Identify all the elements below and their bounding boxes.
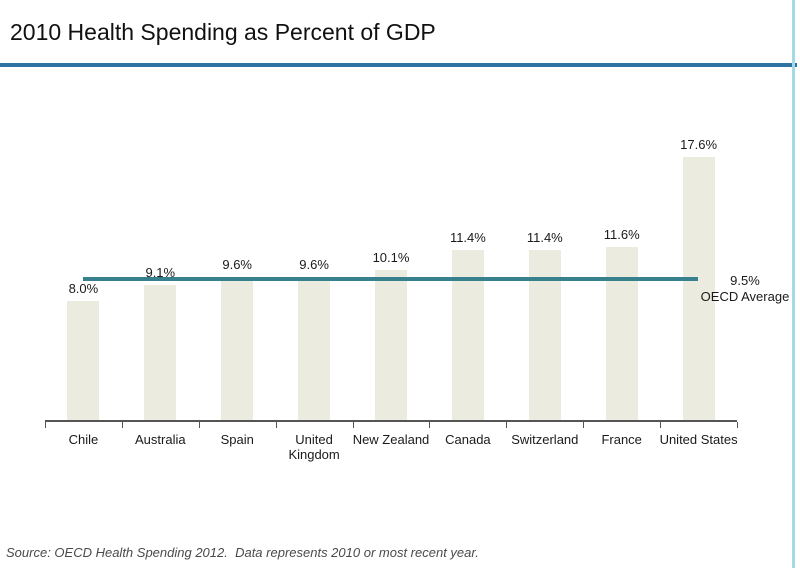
bar-spain xyxy=(221,277,254,421)
category-label: France xyxy=(601,432,642,447)
axis-tick xyxy=(121,422,123,428)
axis-tick xyxy=(506,422,508,428)
bar-united-states xyxy=(682,157,715,421)
bar-value-label: 8.0% xyxy=(68,281,99,296)
bar-value-label: 9.1% xyxy=(145,264,176,280)
bar-france xyxy=(605,247,638,421)
bar-value-label: 9.6% xyxy=(222,257,252,272)
title-underline-rule xyxy=(0,63,797,67)
bar-value-label: 9.6% xyxy=(299,257,329,272)
x-axis-line xyxy=(45,420,737,422)
chart-title: 2010 Health Spending as Percent of GDP xyxy=(10,19,436,45)
right-edge-border xyxy=(792,0,795,568)
category-label: United Kingdom xyxy=(288,432,340,462)
axis-tick xyxy=(198,422,200,428)
axis-tick xyxy=(275,422,277,428)
axis-tick xyxy=(660,422,662,428)
oecd-average-caption: OECD Average xyxy=(700,288,790,304)
oecd-average-label-block: 9.5% OECD Average xyxy=(699,273,791,304)
bar-value-label: 10.1% xyxy=(372,249,410,265)
oecd-average-value: 9.5% xyxy=(730,273,760,288)
category-label: United States xyxy=(659,432,738,447)
bar-australia xyxy=(144,284,177,421)
bar-value-label: 11.6% xyxy=(603,227,640,242)
bar-value-label: 11.4% xyxy=(449,230,486,245)
bar-value-label: 11.4% xyxy=(526,230,563,245)
axis-tick xyxy=(583,422,585,428)
axis-tick xyxy=(429,422,431,428)
category-label: New Zealand xyxy=(352,432,430,447)
axis-tick xyxy=(352,422,354,428)
bar-new-zealand xyxy=(375,269,407,421)
category-label: Switzerland xyxy=(511,432,579,447)
source-note: Source: OECD Health Spending 2012. Data … xyxy=(6,545,479,560)
category-label: Australia xyxy=(135,432,186,447)
axis-tick xyxy=(45,422,46,428)
axis-tick xyxy=(737,422,738,428)
category-label: Canada xyxy=(445,432,491,447)
bar-value-label: 17.6% xyxy=(680,137,718,152)
category-label: Spain xyxy=(220,432,254,447)
bar-united-kingdom xyxy=(298,277,331,421)
oecd-average-line xyxy=(83,276,699,281)
category-label: Chile xyxy=(68,432,99,447)
bar-chile xyxy=(67,301,100,421)
bar-chart: 8.0% 9.1% 9.6% 9.6% 10.1% 11.4% 11.4% 11.6% 17.6… xyxy=(0,80,800,480)
